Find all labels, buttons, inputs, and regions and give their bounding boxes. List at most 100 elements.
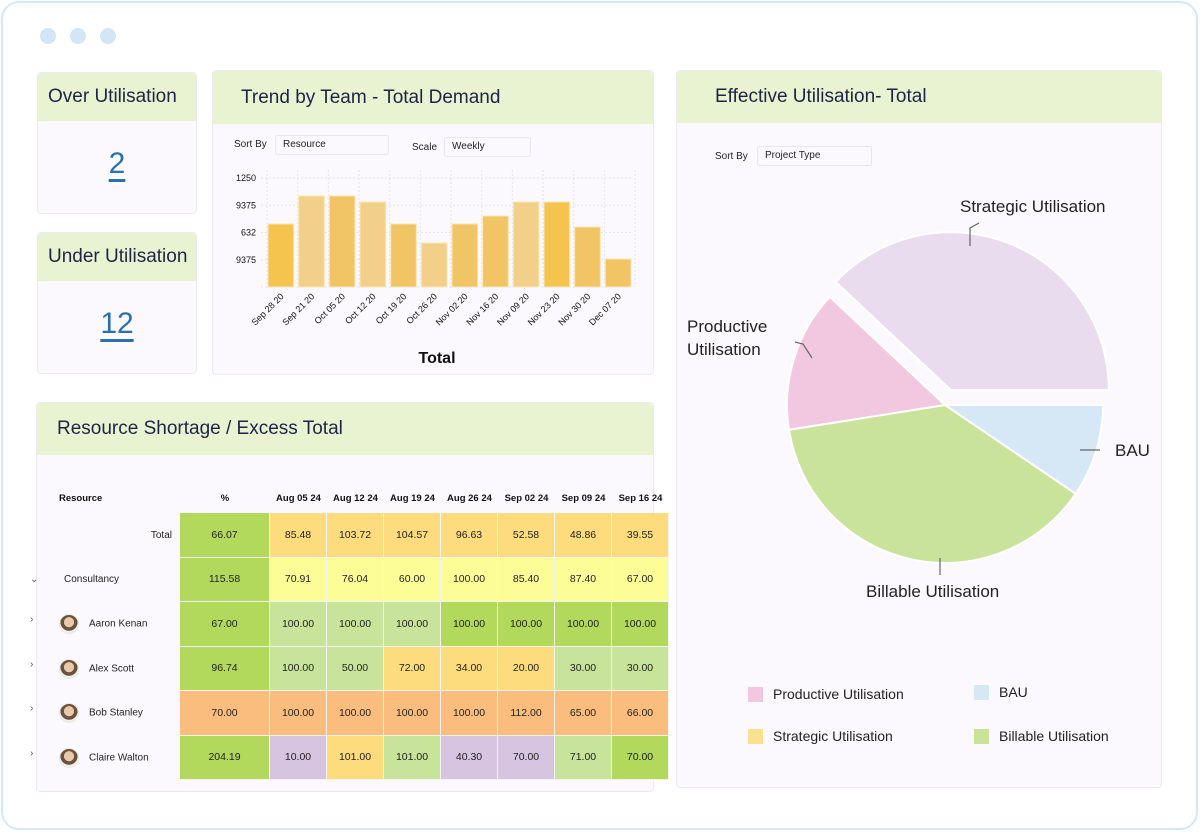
legend-swatch [748, 728, 763, 744]
sort-by-select[interactable]: Project Type [757, 146, 872, 166]
value-cell: 10.00 [270, 735, 327, 780]
value-cell: 100.00 [384, 602, 441, 647]
value-cell: 65.00 [555, 691, 612, 736]
legend-swatch [974, 728, 989, 744]
column-header[interactable]: Aug 19 24 [390, 492, 435, 504]
column-header[interactable]: Resource [59, 492, 103, 504]
bar[interactable] [451, 223, 479, 288]
value-cell: 40.30 [441, 735, 498, 780]
resource-cell: › Claire Walton [30, 736, 180, 781]
sort-by-select[interactable]: Resource [275, 135, 389, 155]
value-cell: 30.00 [612, 646, 669, 691]
pie-card: Effective Utilisation- Total Sort By Pro… [676, 70, 1162, 788]
percent-cell: 66.07 [180, 513, 270, 558]
over-utilisation-value[interactable]: 2 [108, 147, 126, 180]
value-cell: 76.04 [327, 557, 384, 602]
resource-cell: › Aaron Kenan [30, 602, 180, 647]
legend-label: Strategic Utilisation [773, 728, 893, 744]
window-dot [100, 28, 116, 44]
bar[interactable] [298, 195, 325, 288]
value-cell: 100.00 [270, 691, 327, 736]
resource-cell: ⌄ Consultancy [30, 558, 180, 603]
resource-name: Alex Scott [89, 663, 135, 675]
x-tick-label: Oct 12 20 [343, 291, 378, 326]
legend-item: BAU [974, 684, 1028, 700]
bar[interactable] [482, 215, 509, 288]
card-title: Trend by Team - Total Demand [213, 71, 653, 124]
legend-label: Productive Utilisation [773, 686, 904, 702]
scale-select[interactable]: Weekly [444, 137, 531, 157]
trend-card: Trend by Team - Total Demand Sort By Res… [212, 70, 654, 375]
legend-label: Billable Utilisation [999, 728, 1109, 744]
under-utilisation-value[interactable]: 12 [100, 307, 134, 340]
value-cell: 34.00 [441, 646, 498, 691]
value-cell: 87.40 [555, 557, 612, 602]
value-cell: 67.00 [612, 557, 669, 602]
column-header[interactable]: Sep 02 24 [504, 492, 549, 504]
expand-chevron-icon[interactable]: › [30, 658, 34, 670]
bar[interactable] [359, 201, 387, 288]
value-cell: 39.55 [612, 513, 669, 558]
value-cell: 100.00 [270, 602, 327, 647]
resource-name: Claire Walton [89, 752, 149, 764]
x-tick-label: Oct 05 20 [312, 291, 347, 326]
value-cell: 100.00 [384, 691, 441, 736]
resource-name: Consultancy [64, 574, 120, 586]
x-tick-label: Sep 28 20 [250, 291, 286, 327]
expand-chevron-icon[interactable]: › [30, 747, 34, 759]
resource-name: Bob Stanley [89, 707, 143, 719]
column-header[interactable]: Aug 05 24 [276, 492, 321, 504]
legend-swatch [748, 686, 763, 702]
x-tick-label: Sep 21 20 [280, 291, 316, 327]
resource-cell: › Bob Stanley [30, 691, 180, 736]
value-cell: 100.00 [555, 602, 612, 647]
bar[interactable] [512, 201, 540, 288]
x-axis-title: Total [418, 350, 455, 367]
bar[interactable] [267, 223, 295, 288]
x-tick-label: Nov 16 20 [464, 291, 500, 327]
table-row: › Claire Walton 204.19 10.00 101.00 101.00 40.… [30, 735, 669, 781]
value-cell: 48.86 [555, 513, 612, 558]
x-tick-label: Nov 30 20 [556, 291, 592, 327]
table-row: Total 66.07 85.48 103.72 104.57 96.63 52.58 48.… [36, 513, 669, 558]
resource-name: Aaron Kenan [89, 618, 148, 630]
bar[interactable] [574, 226, 601, 288]
bar[interactable] [420, 242, 448, 288]
value-cell: 112.00 [498, 691, 555, 736]
bar[interactable] [390, 223, 417, 288]
scale-label: Scale [412, 142, 438, 153]
column-header[interactable]: Sep 16 24 [618, 492, 663, 504]
avatar [59, 703, 79, 724]
value-cell: 100.00 [441, 602, 498, 647]
card-title: Resource Shortage / Excess Total [37, 403, 653, 455]
value-cell: 101.00 [327, 735, 384, 780]
bar[interactable] [604, 258, 632, 288]
value-cell: 100.00 [441, 691, 498, 736]
column-header[interactable]: % [220, 492, 230, 504]
x-tick-label: Nov 09 20 [495, 291, 531, 327]
bar[interactable] [328, 195, 356, 288]
column-header[interactable]: Sep 09 24 [561, 492, 606, 504]
resource-name: Total [150, 529, 172, 541]
value-cell: 70.91 [270, 557, 327, 602]
bar[interactable] [543, 201, 571, 288]
legend-item: Strategic Utilisation [748, 728, 893, 744]
legend-item: Billable Utilisation [974, 728, 1109, 744]
value-cell: 104.57 [384, 513, 441, 558]
legend-swatch [974, 684, 989, 700]
column-header[interactable]: Aug 26 24 [447, 492, 492, 504]
window-dot [70, 28, 86, 44]
expand-chevron-icon[interactable]: ⌄ [30, 574, 39, 586]
percent-cell: 96.74 [180, 646, 270, 691]
card-title: Effective Utilisation- Total [677, 71, 1161, 123]
sort-by-label: Sort By [715, 151, 748, 162]
card-title: Over Utilisation [38, 73, 196, 121]
value-cell: 100.00 [327, 602, 384, 647]
expand-chevron-icon[interactable]: › [30, 614, 34, 626]
y-tick-label: 1250 [236, 173, 256, 183]
column-header[interactable]: Aug 12 24 [333, 492, 378, 504]
x-tick-label: Nov 23 20 [526, 291, 562, 327]
expand-chevron-icon[interactable]: › [30, 703, 34, 715]
table-row: › Aaron Kenan 67.00 100.00 100.00 100.00 100.0… [30, 602, 669, 647]
